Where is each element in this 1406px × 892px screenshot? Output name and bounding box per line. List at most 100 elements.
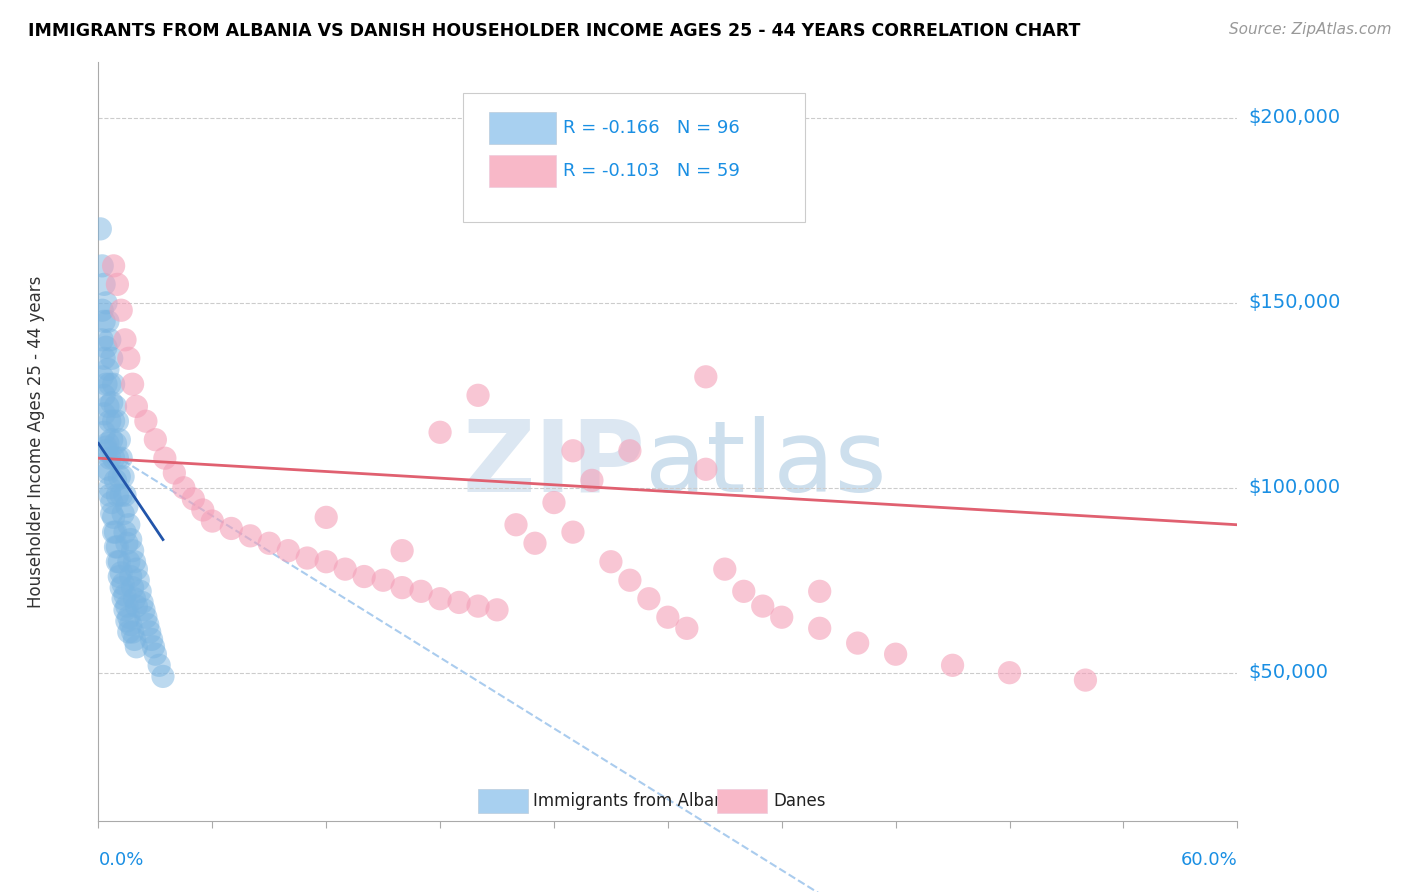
Point	[136, 617, 159, 632]
Point	[125, 640, 148, 654]
Point	[103, 525, 125, 540]
Point	[148, 658, 170, 673]
Text: $150,000: $150,000	[1249, 293, 1341, 312]
Point	[98, 377, 121, 392]
Point	[112, 577, 135, 591]
Point	[91, 259, 114, 273]
Point	[104, 400, 127, 414]
Point	[94, 440, 117, 454]
Point	[115, 614, 138, 628]
Point	[97, 462, 120, 476]
Point	[770, 610, 793, 624]
Point	[942, 658, 965, 673]
Point	[98, 333, 121, 347]
Point	[115, 536, 138, 550]
Point	[115, 500, 138, 514]
Point	[145, 647, 167, 661]
Point	[486, 603, 509, 617]
Point	[808, 621, 831, 635]
Text: IMMIGRANTS FROM ALBANIA VS DANISH HOUSEHOLDER INCOME AGES 25 - 44 YEARS CORRELAT: IMMIGRANTS FROM ALBANIA VS DANISH HOUSEH…	[28, 22, 1080, 40]
Text: R = -0.103   N = 59: R = -0.103 N = 59	[562, 161, 740, 180]
Point	[100, 433, 122, 447]
Text: 0.0%: 0.0%	[98, 851, 143, 869]
Point	[353, 569, 375, 583]
Point	[103, 510, 125, 524]
Text: $100,000: $100,000	[1249, 478, 1340, 497]
Point	[562, 443, 585, 458]
Point	[600, 555, 623, 569]
Point	[191, 503, 214, 517]
Point	[124, 632, 146, 647]
Point	[714, 562, 737, 576]
Point	[108, 569, 131, 583]
Text: Source: ZipAtlas.com: Source: ZipAtlas.com	[1229, 22, 1392, 37]
Point	[93, 351, 115, 366]
Point	[97, 362, 120, 376]
Point	[524, 536, 547, 550]
Point	[657, 610, 679, 624]
Point	[543, 495, 565, 509]
Point	[115, 599, 138, 614]
Point	[132, 603, 155, 617]
FancyBboxPatch shape	[478, 789, 527, 814]
Point	[98, 451, 121, 466]
Point	[467, 599, 489, 614]
Point	[103, 414, 125, 428]
Point	[371, 573, 394, 587]
Point	[94, 340, 117, 354]
Point	[259, 536, 281, 550]
Point	[619, 573, 641, 587]
Point	[467, 388, 489, 402]
Point	[884, 647, 907, 661]
Text: Danes: Danes	[773, 792, 827, 810]
Point	[201, 514, 224, 528]
Point	[581, 474, 603, 488]
Point	[107, 540, 129, 554]
Point	[121, 543, 143, 558]
Point	[89, 222, 111, 236]
Text: R = -0.166   N = 96: R = -0.166 N = 96	[562, 119, 740, 136]
Point	[97, 436, 120, 450]
Point	[695, 462, 717, 476]
Point	[153, 451, 176, 466]
Point	[315, 510, 337, 524]
Point	[120, 569, 142, 583]
Point	[93, 407, 115, 421]
Point	[142, 640, 165, 654]
Point	[429, 591, 451, 606]
Point	[110, 488, 132, 502]
Point	[152, 669, 174, 683]
Point	[112, 591, 135, 606]
Point	[112, 507, 135, 521]
Point	[846, 636, 869, 650]
Point	[118, 351, 141, 366]
Text: atlas: atlas	[645, 416, 887, 513]
Point	[107, 451, 129, 466]
Point	[118, 555, 141, 569]
Point	[120, 533, 142, 547]
Point	[100, 395, 122, 409]
Point	[124, 591, 146, 606]
Point	[135, 610, 157, 624]
Point	[121, 581, 143, 595]
Point	[94, 377, 117, 392]
Point	[108, 555, 131, 569]
Point	[733, 584, 755, 599]
Point	[695, 369, 717, 384]
Point	[315, 555, 337, 569]
Point	[100, 351, 122, 366]
Point	[335, 562, 357, 576]
Point	[125, 599, 148, 614]
Point	[100, 507, 122, 521]
Point	[103, 259, 125, 273]
Point	[125, 562, 148, 576]
Text: $50,000: $50,000	[1249, 663, 1329, 682]
Point	[411, 584, 433, 599]
Point	[221, 521, 243, 535]
Point	[108, 433, 131, 447]
Point	[107, 414, 129, 428]
Point	[110, 581, 132, 595]
Point	[93, 277, 115, 292]
Point	[114, 588, 136, 602]
Point	[619, 443, 641, 458]
